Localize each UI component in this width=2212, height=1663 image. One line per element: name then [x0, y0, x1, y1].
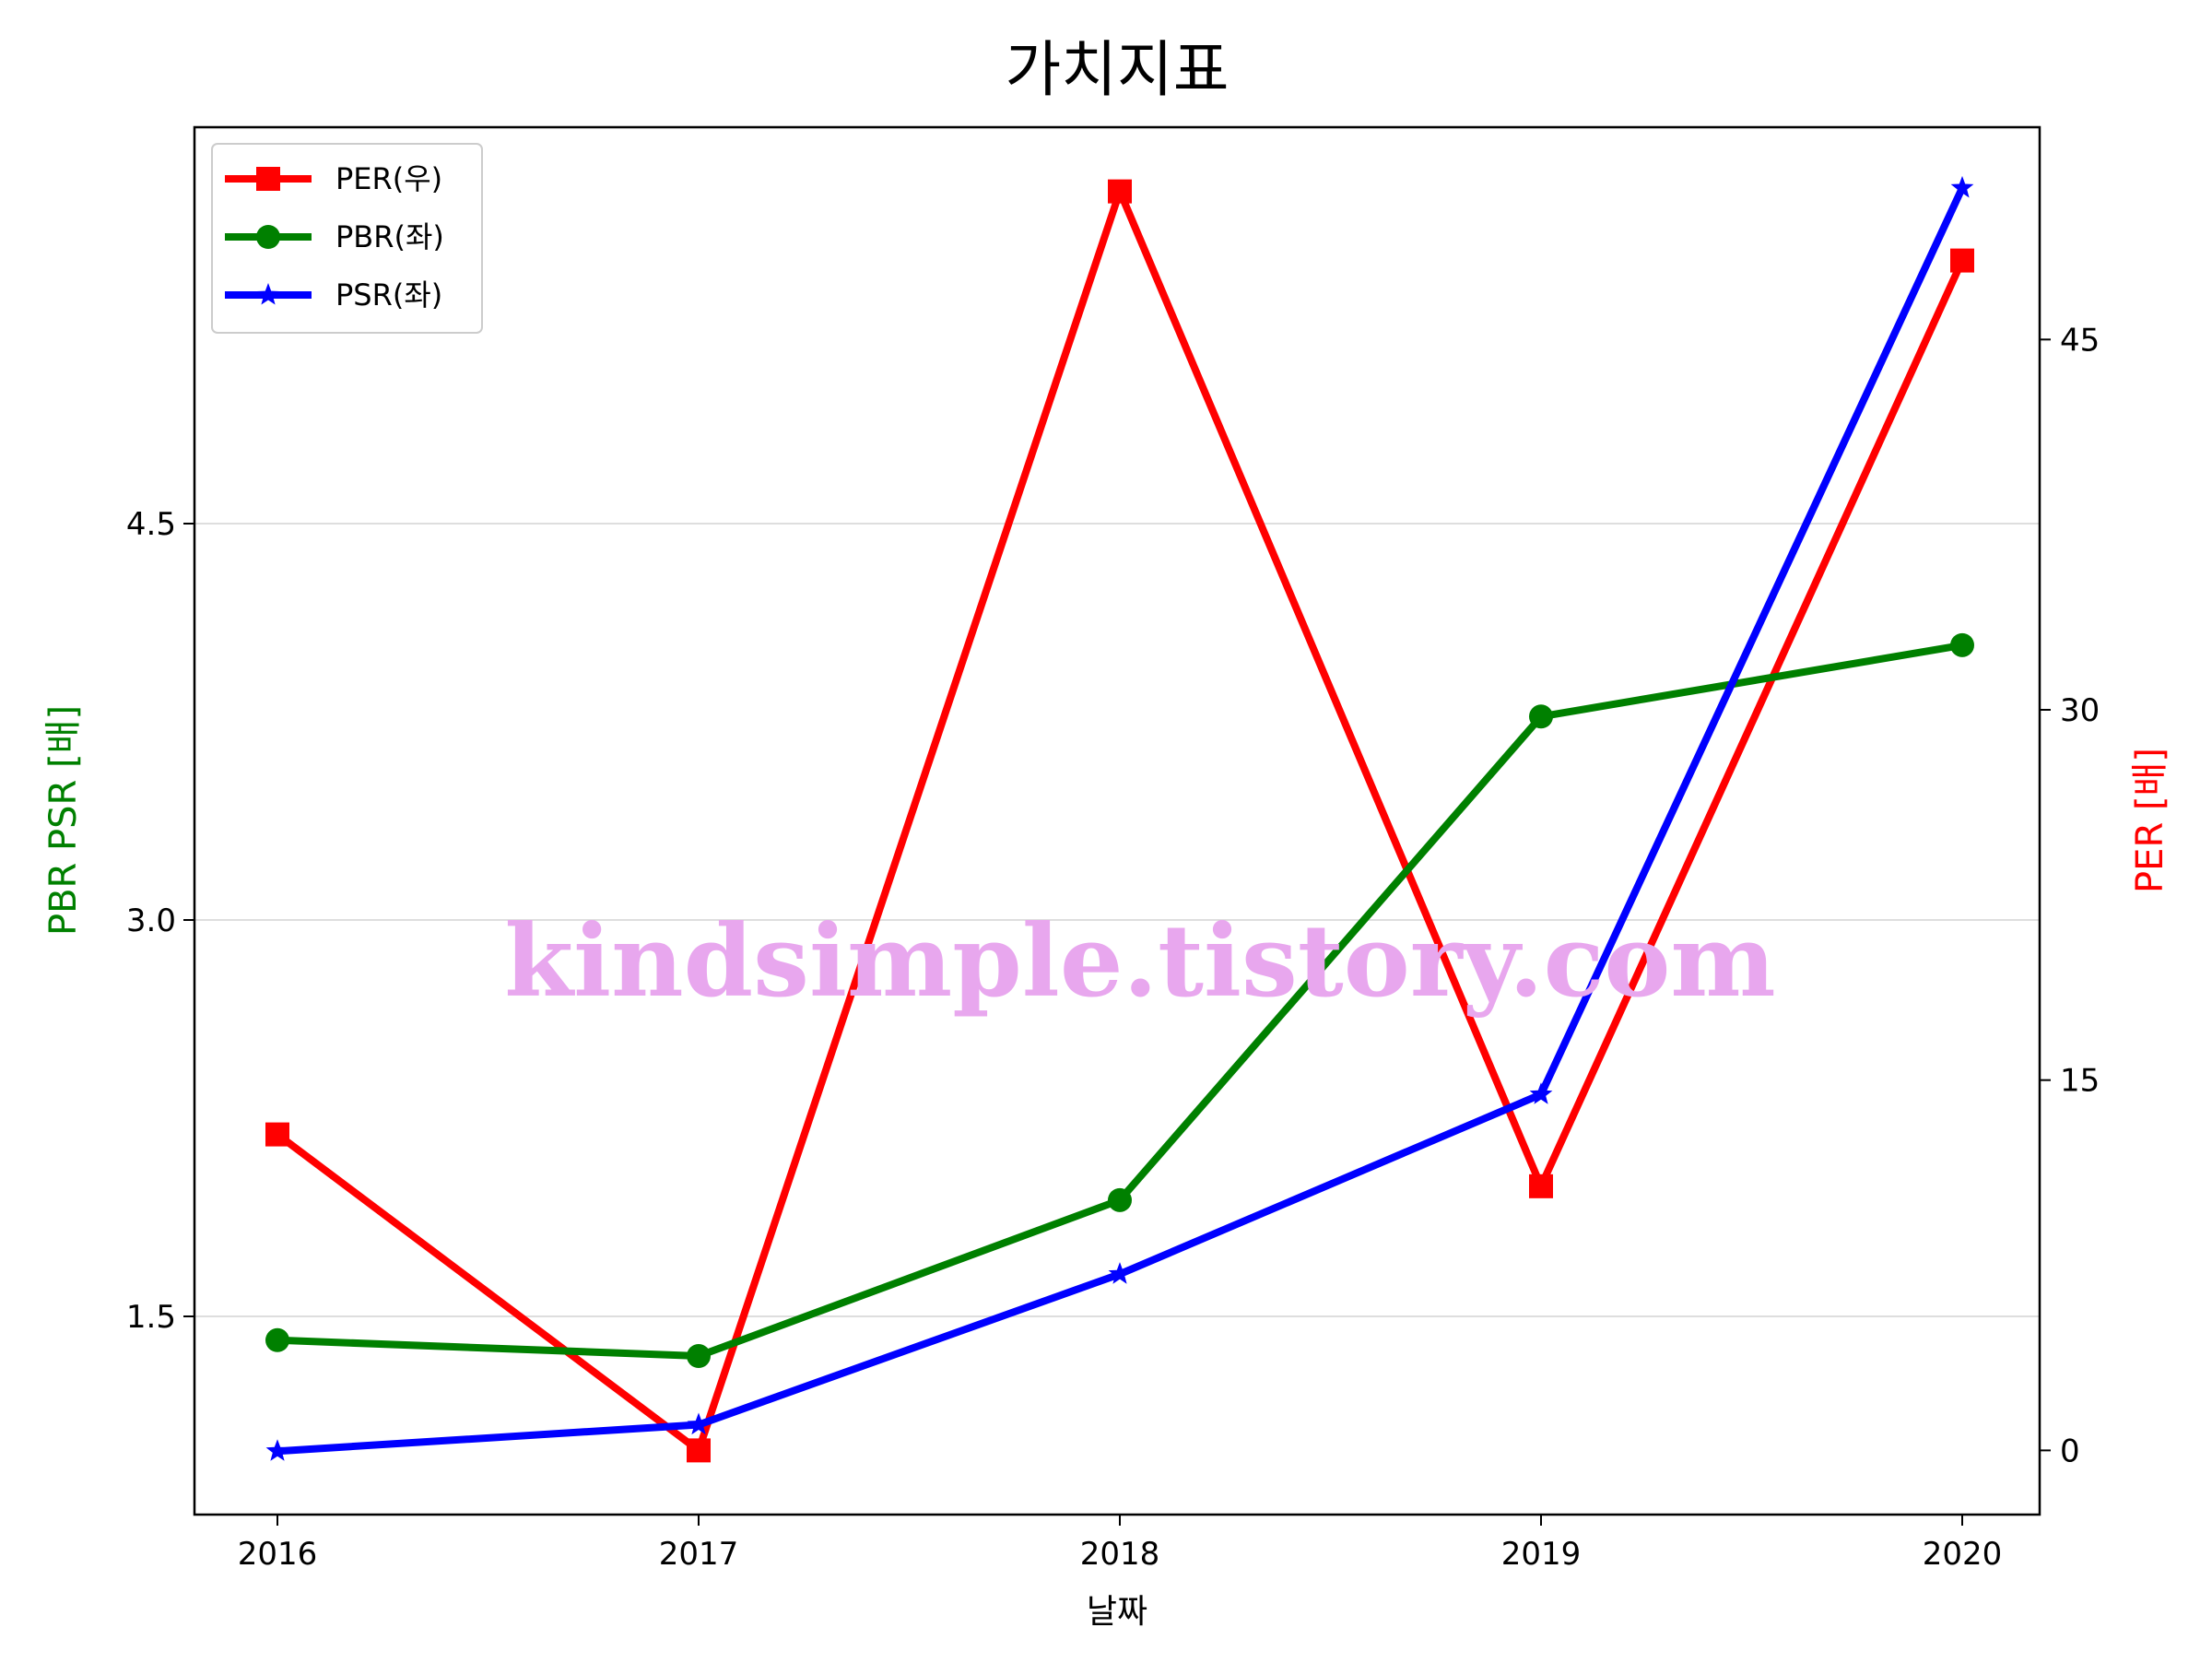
data-point	[1529, 704, 1553, 729]
legend-marker	[256, 225, 280, 249]
right-y-tick-label: 15	[2060, 1063, 2100, 1100]
right-y-tick-label: 0	[2060, 1433, 2080, 1469]
data-point	[1108, 1262, 1132, 1284]
right-y-axis-title: PER [배]	[2129, 748, 2171, 893]
right-y-axis: 0 15 30 45	[2040, 322, 2100, 1469]
legend-label: PSR(좌)	[335, 277, 442, 313]
legend: PER(우) PBR(좌) PSR(좌)	[211, 143, 483, 334]
right-y-tick-label: 45	[2060, 322, 2100, 359]
legend-marker	[256, 167, 280, 191]
data-point	[1108, 179, 1132, 204]
x-tick-label: 2017	[659, 1536, 739, 1573]
data-point	[1529, 1082, 1553, 1104]
legend-label: PBR(좌)	[335, 219, 444, 254]
series-lines	[265, 175, 1974, 1463]
x-tick-label: 2019	[1501, 1536, 1582, 1573]
left-y-axis: 1.5 3.0 4.5	[126, 506, 194, 1336]
left-y-axis-title: PBR PSR [배]	[42, 705, 85, 936]
x-tick-label: 2016	[238, 1536, 318, 1573]
x-axis: 2016 2017 2018 2019 2020	[238, 1515, 2003, 1573]
legend-box	[211, 143, 483, 334]
chart-title: 가치지표	[1006, 34, 1230, 105]
x-tick-label: 2020	[1923, 1536, 2003, 1573]
data-point	[1950, 632, 1974, 657]
left-y-tick-label: 1.5	[126, 1299, 176, 1336]
data-point	[265, 1327, 289, 1352]
series-0	[265, 179, 1974, 1463]
grid-lines	[194, 523, 2040, 1317]
data-point	[687, 1412, 711, 1435]
data-point	[1529, 1174, 1553, 1198]
data-point	[687, 1344, 711, 1368]
left-y-tick-label: 4.5	[126, 506, 176, 543]
data-point	[687, 1438, 711, 1463]
watermark-text: kindsimple.tistory.com	[504, 903, 1775, 1020]
data-point	[1108, 1187, 1132, 1212]
plot-frame	[193, 125, 2041, 1516]
data-point	[265, 1122, 289, 1147]
data-point	[265, 1439, 289, 1461]
right-y-tick-label: 30	[2060, 692, 2100, 729]
left-y-tick-label: 3.0	[126, 902, 176, 939]
data-point	[1950, 175, 1974, 198]
series-2	[265, 175, 1974, 1461]
series-1	[265, 632, 1974, 1368]
legend-label: PER(우)	[335, 161, 442, 196]
x-axis-title: 날짜	[1087, 1593, 1147, 1631]
data-point	[1950, 248, 1974, 273]
legend-marker	[256, 283, 280, 305]
x-tick-label: 2018	[1080, 1536, 1160, 1573]
